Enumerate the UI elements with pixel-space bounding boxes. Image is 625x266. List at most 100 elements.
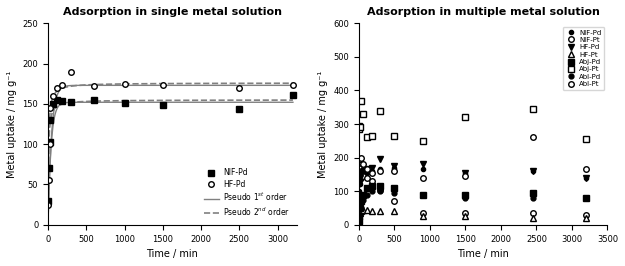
Abl-Pt (376, 169, 384, 173)
Abl-Pt (582, 168, 590, 171)
Line: NIF-Pd: NIF-Pd (46, 92, 296, 203)
Abl-Pd (462, 196, 469, 200)
NIF-Pd (44, 199, 52, 202)
HF-Pd (462, 171, 469, 174)
Abl-Pd (359, 198, 367, 201)
NIF-Pd (356, 200, 363, 203)
NIF-Pd (356, 183, 364, 186)
NIF-Pd (364, 171, 371, 174)
Abj-Pd (356, 215, 363, 218)
HF-Pt (364, 208, 371, 211)
NIF-Pd (391, 166, 398, 169)
NIF-Pt (356, 169, 363, 173)
Abj-Pt (356, 126, 364, 129)
Abl-Pt (529, 136, 537, 139)
Abj-Pt (356, 124, 363, 127)
NIF-Pd (359, 174, 367, 178)
NIF-Pd (419, 168, 426, 171)
Abl-Pd (356, 218, 363, 221)
Line: Abl-Pd: Abl-Pd (357, 189, 589, 225)
Abj-Pd (356, 206, 364, 210)
NIF-Pd (356, 190, 363, 193)
Abj-Pt (529, 107, 537, 110)
NIF-Pt (356, 171, 364, 174)
NIF-Pd (46, 118, 54, 122)
Y-axis label: Metal uptake / mg g⁻¹: Metal uptake / mg g⁻¹ (318, 70, 328, 178)
Abl-Pt (356, 161, 363, 164)
HF-Pd (159, 84, 166, 87)
HF-Pd (376, 158, 384, 161)
Abj-Pt (356, 127, 363, 131)
Abl-Pt (364, 168, 371, 171)
Abj-Pd (368, 185, 375, 188)
NIF-Pd (53, 98, 61, 101)
HF-Pt (376, 210, 384, 213)
Abj-Pd (582, 196, 590, 200)
Abl-Pt (368, 171, 375, 174)
HF-Pd (364, 168, 371, 171)
Abj-Pt (582, 138, 590, 141)
HF-Pd (58, 84, 66, 87)
Abl-Pt (357, 156, 364, 159)
Abl-Pt (462, 174, 469, 178)
NIF-Pt (376, 188, 384, 191)
Abj-Pt (364, 136, 371, 139)
Abl-Pd (356, 221, 363, 224)
Abl-Pt (391, 169, 398, 173)
Abl-Pd (357, 206, 364, 210)
Y-axis label: Metal uptake / mg g⁻¹: Metal uptake / mg g⁻¹ (7, 70, 17, 178)
Abj-Pd (376, 185, 384, 188)
HF-Pd (391, 164, 398, 168)
HF-Pt (356, 211, 364, 215)
Line: Abj-Pt: Abj-Pt (356, 98, 589, 144)
HF-Pd (44, 203, 52, 206)
Abj-Pd (419, 193, 426, 196)
Abj-Pt (462, 116, 469, 119)
Abl-Pd (582, 196, 590, 200)
NIF-Pd (357, 178, 364, 181)
NIF-Pt (368, 180, 375, 183)
NIF-Pd (46, 140, 53, 143)
Abj-Pt (376, 109, 384, 112)
HF-Pd (53, 86, 61, 89)
Abl-Pd (376, 190, 384, 193)
Abl-Pd (356, 213, 364, 216)
Abj-Pd (359, 193, 367, 196)
HF-Pt (391, 210, 398, 213)
NIF-Pd (236, 107, 243, 110)
Abl-Pt (359, 163, 367, 166)
HF-Pd (356, 183, 363, 186)
HF-Pd (67, 71, 74, 74)
Abj-Pt (359, 112, 367, 115)
HF-Pd (46, 106, 54, 110)
NIF-Pd (582, 176, 590, 179)
HF-Pd (45, 179, 53, 182)
NIF-Pd (159, 104, 166, 107)
Line: NIF-Pd: NIF-Pd (357, 166, 588, 203)
Abj-Pd (364, 186, 371, 189)
X-axis label: Time / min: Time / min (146, 249, 198, 259)
NIF-Pd (529, 169, 537, 173)
Abl-Pt (356, 164, 363, 168)
NIF-Pt (529, 211, 537, 215)
Line: Abj-Pd: Abj-Pd (356, 183, 589, 224)
Abj-Pt (368, 134, 375, 137)
Line: NIF-Pt: NIF-Pt (356, 167, 589, 218)
Legend: NIF-Pd, HF-Pd, Pseudo 1$^{st}$ order, Pseudo 2$^{nd}$ order: NIF-Pd, HF-Pd, Pseudo 1$^{st}$ order, Ps… (201, 165, 293, 221)
NIF-Pt (356, 168, 363, 171)
NIF-Pd (462, 171, 469, 174)
Title: Adsorption in single metal solution: Adsorption in single metal solution (63, 7, 282, 17)
Abl-Pd (391, 191, 398, 194)
HF-Pd (90, 85, 98, 88)
Abl-Pd (364, 193, 371, 196)
HF-Pd (49, 94, 56, 97)
HF-Pt (356, 220, 363, 223)
HF-Pd (356, 198, 363, 201)
Abl-Pd (419, 193, 426, 196)
HF-Pd (236, 86, 243, 89)
NIF-Pt (582, 213, 590, 216)
HF-Pt (419, 215, 426, 218)
NIF-Pt (391, 200, 398, 203)
Abj-Pt (391, 134, 398, 137)
NIF-Pt (357, 173, 364, 176)
